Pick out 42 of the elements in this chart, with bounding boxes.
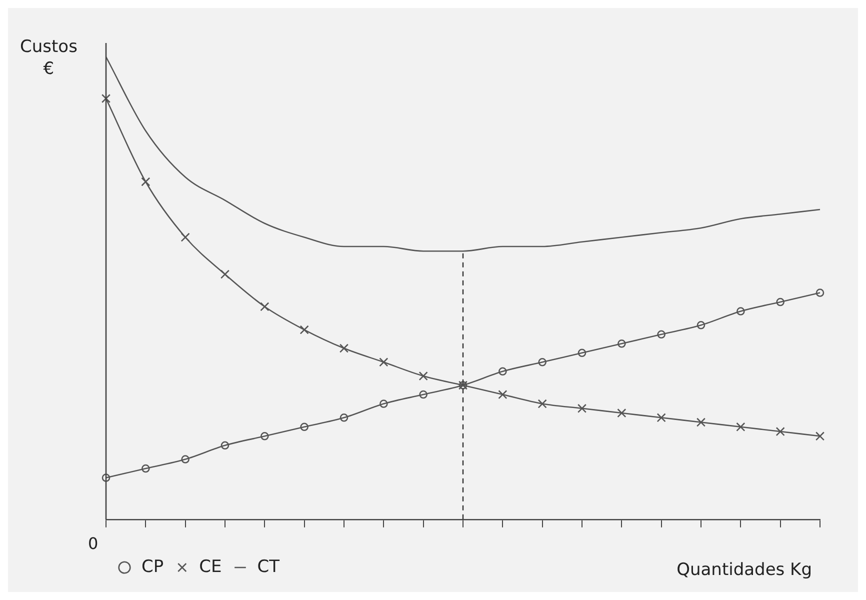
- point: [776, 426, 785, 436]
- legend-label: CE: [199, 556, 222, 577]
- point: [498, 390, 508, 400]
- point: [180, 232, 190, 242]
- point: [657, 330, 666, 339]
- point: [379, 358, 388, 367]
- point: [538, 399, 547, 408]
- x-axis-title: Quantidades Kg: [676, 560, 812, 580]
- point: [617, 408, 626, 418]
- point: [380, 400, 388, 408]
- point: [538, 358, 546, 366]
- point: [696, 320, 706, 330]
- legend-label: CT: [257, 556, 280, 577]
- point: [141, 177, 150, 186]
- point: [181, 455, 190, 464]
- y-axis-title: Custos €: [20, 36, 78, 80]
- point: [816, 288, 824, 297]
- point: [618, 339, 626, 348]
- point: [142, 464, 150, 473]
- point: [815, 432, 825, 441]
- point: [260, 432, 269, 440]
- point: [736, 307, 745, 316]
- point: [340, 413, 348, 422]
- point: [656, 413, 666, 422]
- text: 0: [88, 534, 98, 553]
- point: [220, 441, 230, 450]
- point: [419, 390, 428, 399]
- point: [498, 367, 507, 376]
- point: [696, 418, 706, 427]
- point: [300, 325, 309, 334]
- point: [260, 302, 270, 312]
- point: [102, 474, 110, 482]
- point: [300, 422, 308, 432]
- point: [220, 270, 230, 279]
- point: [736, 422, 746, 432]
- point: [776, 298, 784, 306]
- point: [577, 404, 587, 413]
- point: [101, 94, 111, 104]
- legend-label: CP: [142, 556, 164, 577]
- point: [578, 348, 586, 358]
- point: [339, 344, 349, 353]
- point: [418, 371, 428, 381]
